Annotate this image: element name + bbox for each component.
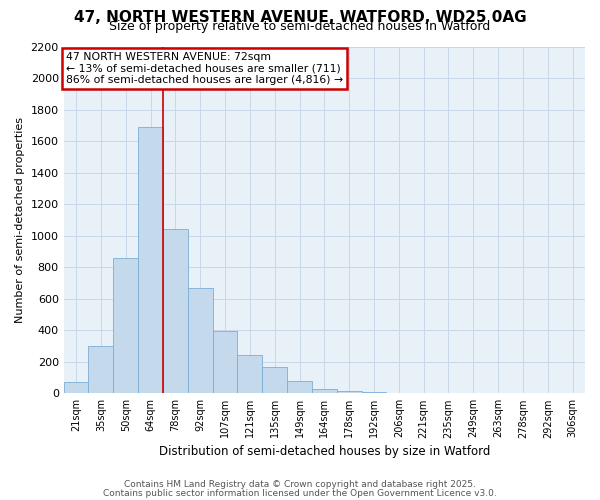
X-axis label: Distribution of semi-detached houses by size in Watford: Distribution of semi-detached houses by … [158,444,490,458]
Bar [188,288,212,394]
Bar [238,354,262,394]
Bar [212,331,238,394]
Bar [138,127,163,394]
Bar [88,346,113,394]
Text: Contains public sector information licensed under the Open Government Licence v3: Contains public sector information licen… [103,488,497,498]
Bar [163,230,188,394]
Text: 47 NORTH WESTERN AVENUE: 72sqm
← 13% of semi-detached houses are smaller (711)
8: 47 NORTH WESTERN AVENUE: 72sqm ← 13% of … [66,52,343,85]
Bar [560,392,585,394]
Text: 47, NORTH WESTERN AVENUE, WATFORD, WD25 0AG: 47, NORTH WESTERN AVENUE, WATFORD, WD25 … [74,10,526,25]
Text: Size of property relative to semi-detached houses in Watford: Size of property relative to semi-detach… [109,20,491,33]
Bar [485,392,511,394]
Bar [362,392,386,394]
Bar [262,368,287,394]
Text: Contains HM Land Registry data © Crown copyright and database right 2025.: Contains HM Land Registry data © Crown c… [124,480,476,489]
Bar [287,382,312,394]
Bar [312,390,337,394]
Bar [386,392,411,394]
Bar [113,258,138,394]
Y-axis label: Number of semi-detached properties: Number of semi-detached properties [15,117,25,323]
Bar [337,391,362,394]
Bar [64,382,88,394]
